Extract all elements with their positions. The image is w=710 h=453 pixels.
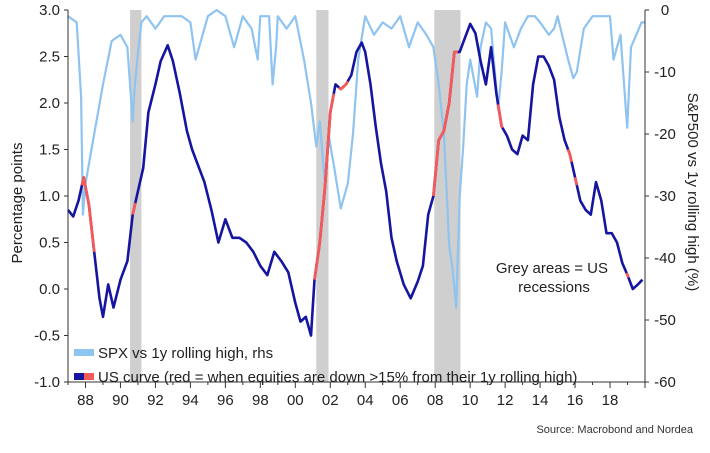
us-curve-highlight-1 (131, 202, 137, 215)
us-curve-highlight-3 (338, 80, 350, 91)
x-tick-label: 98 (252, 392, 269, 409)
recession-annotation: Grey areas = US recessions (496, 260, 612, 296)
x-tick-label: 88 (77, 392, 94, 409)
axes: 3.0 2.5 2.0 1.5 1.0 0.5 0.0 -0.5 -1.0 0 -10 -20 -30 -… (34, 2, 676, 409)
y-left-tick-label: 0.5 (39, 235, 60, 252)
recession-bands (130, 10, 461, 382)
y-left-tick-label: 3.0 (39, 2, 60, 19)
annotation-line-1: Grey areas = US (496, 260, 608, 277)
y-right-tick-label: -10 (654, 64, 676, 81)
us-curve-highlight-8 (625, 272, 630, 278)
y-left-tick-label: 1.5 (39, 142, 60, 159)
us-curve-series-group (66, 22, 644, 337)
y-left-tick-label: 2.0 (39, 95, 60, 112)
legend-label-spx: SPX vs 1y rolling high, rhs (98, 345, 273, 362)
us-curve-highlight-0 (80, 175, 96, 252)
legend-swatch-curve-red (84, 373, 94, 380)
x-tick-label: 00 (287, 392, 304, 409)
x-tick-label: 02 (322, 392, 339, 409)
us-curve-highlight-6 (566, 149, 573, 163)
x-tick-label: 04 (357, 392, 374, 409)
y-right-tick-label: -40 (654, 250, 676, 267)
y-right-tick-label: -20 (654, 126, 676, 143)
x-tick-label: 10 (462, 392, 479, 409)
legend: SPX vs 1y rolling high, rhs US curve (re… (74, 345, 577, 386)
legend-label-curve: US curve (red = when equities are down >… (98, 369, 577, 386)
y-left-tick-label: 1.0 (39, 188, 60, 205)
y-left-tick-label: 0.0 (39, 281, 60, 298)
spx-line (67, 8, 645, 309)
y-right-tick-label: 0 (661, 2, 669, 19)
x-tick-label: 92 (147, 392, 164, 409)
recession-band-1 (316, 10, 329, 382)
us-curve-line (66, 22, 644, 337)
x-tick-label: 94 (182, 392, 199, 409)
us-curve-highlight-7 (573, 177, 579, 186)
annotation-line-2: recessions (518, 279, 590, 296)
us-curve-highlight-2 (313, 93, 336, 280)
x-tick-label: 18 (602, 392, 619, 409)
legend-swatch-spx (74, 349, 94, 356)
y-left-tick-label: -1.0 (34, 374, 60, 391)
spx-series-group (67, 8, 645, 309)
y-axis-left-title: Percentage points (9, 143, 26, 264)
us-curve-highlight-4 (432, 50, 458, 197)
y-right-tick-label: -30 (654, 188, 676, 205)
x-tick-label: 16 (567, 392, 584, 409)
x-tick-label: 12 (497, 392, 514, 409)
x-tick-label: 06 (392, 392, 409, 409)
y-left-tick-label: -0.5 (34, 328, 60, 345)
legend-swatch-curve-blue (74, 373, 84, 380)
y-axis-right-title: S&P500 vs 1y rolling high (%) (684, 93, 701, 291)
y-right-tick-label: -60 (654, 374, 676, 391)
x-tick-label: 08 (427, 392, 444, 409)
x-tick-label: 96 (217, 392, 234, 409)
source-note: Source: Macrobond and Nordea (536, 424, 693, 436)
x-tick-label: 90 (112, 392, 129, 409)
y-right-tick-label: -50 (654, 312, 676, 329)
y-left-tick-label: 2.5 (39, 49, 60, 66)
us-curve-highlight-5 (496, 104, 504, 129)
x-tick-label: 14 (532, 392, 549, 409)
